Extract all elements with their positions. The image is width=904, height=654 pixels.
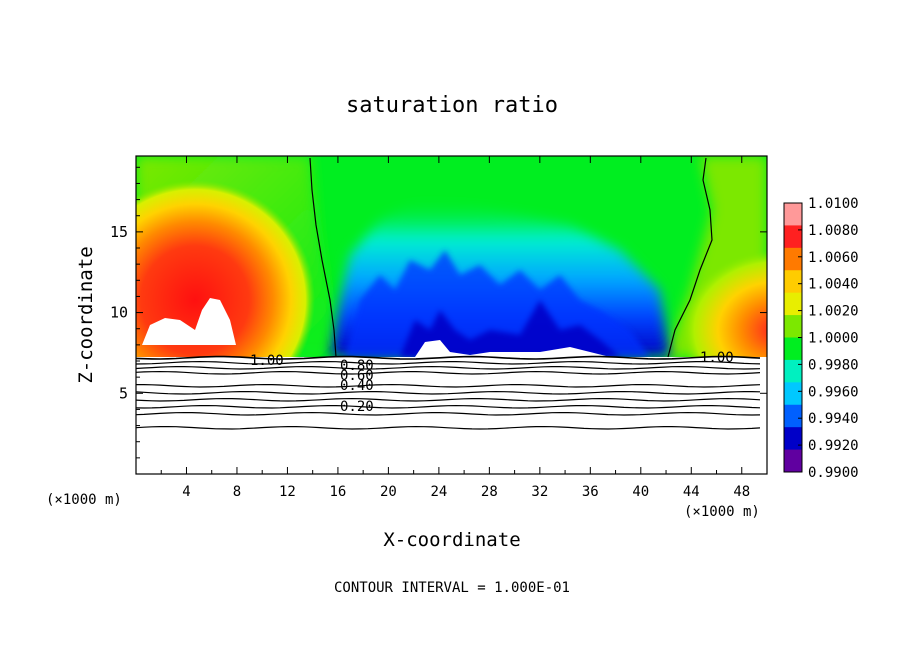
x-tick-label: 48 xyxy=(733,484,750,500)
colorbar-swatch xyxy=(784,203,802,226)
contour-line xyxy=(135,425,761,430)
chart-title: saturation ratio xyxy=(346,93,558,118)
plot-frame xyxy=(135,155,768,475)
x-tick-label: 44 xyxy=(683,484,700,500)
contour-line xyxy=(135,360,761,365)
contour-label: 0.20 xyxy=(340,399,374,415)
x-tick-label: 32 xyxy=(531,484,548,500)
x-tick-label: 8 xyxy=(233,484,241,500)
colorbar-label: 0.9940 xyxy=(808,411,859,427)
x-unit-right: (×1000 m) xyxy=(684,504,760,520)
x-tick-label: 16 xyxy=(329,484,346,500)
colorbar-swatch xyxy=(784,404,802,428)
colorbar-swatch xyxy=(784,382,802,406)
x-unit-left: (×1000 m) xyxy=(46,492,122,508)
contour-line xyxy=(135,411,761,416)
x-tick-label: 40 xyxy=(632,484,649,500)
contour-label: 0.80 xyxy=(340,358,374,374)
colorbar-swatch xyxy=(784,337,802,361)
x-axis-label: X-coordinate xyxy=(383,529,520,551)
colorbar-label: 1.0000 xyxy=(808,331,859,347)
x-tick-label: 24 xyxy=(430,484,447,500)
contour-line xyxy=(135,365,761,370)
colorbar-swatch xyxy=(784,292,802,316)
colorbar-label: 0.9980 xyxy=(808,357,859,373)
contour-label: 0.60 xyxy=(340,368,374,384)
contour-label: 1.00 xyxy=(250,353,284,369)
y-tick-label: 10 xyxy=(110,304,128,322)
x-tick-label: 4 xyxy=(182,484,190,500)
colorbar-label: 1.0020 xyxy=(808,304,859,320)
y-axis: 5 10 15 xyxy=(110,166,767,459)
contour-line xyxy=(135,404,761,409)
contour-label-group: 1.00 0.80 0.60 0.40 0.20 1.00 xyxy=(250,350,734,415)
colorbar-label: 1.0100 xyxy=(808,196,859,212)
contour-line xyxy=(135,397,761,402)
y-axis-label: Z-coordinate xyxy=(75,246,97,383)
colorbar-swatch xyxy=(784,225,802,249)
colorbar: 1.0100 1.0080 1.0060 1.0040 1.0020 1.0000 0.99… xyxy=(783,196,859,481)
colorbar-label: 0.9900 xyxy=(808,465,859,481)
colorbar-swatch xyxy=(784,427,802,451)
contour-label: 1.00 xyxy=(700,350,734,366)
y-tick-label: 15 xyxy=(110,223,128,241)
x-tick-label: 12 xyxy=(279,484,296,500)
contour-label: 0.40 xyxy=(340,378,374,394)
x-tick-label: 20 xyxy=(380,484,397,500)
contour-line xyxy=(135,370,761,375)
contour-line xyxy=(136,383,761,388)
colorbar-swatch xyxy=(784,359,802,383)
contour-lines xyxy=(135,157,761,430)
saturation-field xyxy=(136,156,767,474)
colorbar-label: 0.9960 xyxy=(808,384,859,400)
colorbar-swatch xyxy=(784,247,802,271)
x-tick-label: 36 xyxy=(582,484,599,500)
contour-line xyxy=(135,355,761,360)
y-tick-label: 5 xyxy=(119,384,128,402)
colorbar-swatch xyxy=(784,315,802,338)
colorbar-label: 1.0060 xyxy=(808,250,859,266)
colorbar-label: 1.0080 xyxy=(808,223,859,239)
contour-interval-footer: CONTOUR INTERVAL = 1.000E-01 xyxy=(334,580,570,596)
colorbar-swatch xyxy=(784,449,802,473)
x-axis: 4 8 12 16 20 24 28 32 36 40 44 48 xyxy=(160,156,750,500)
colorbar-label: 1.0040 xyxy=(808,277,859,293)
contour-line xyxy=(135,390,761,395)
x-tick-label: 28 xyxy=(481,484,498,500)
colorbar-swatch xyxy=(784,270,802,294)
colorbar-label: 0.9920 xyxy=(808,438,859,454)
